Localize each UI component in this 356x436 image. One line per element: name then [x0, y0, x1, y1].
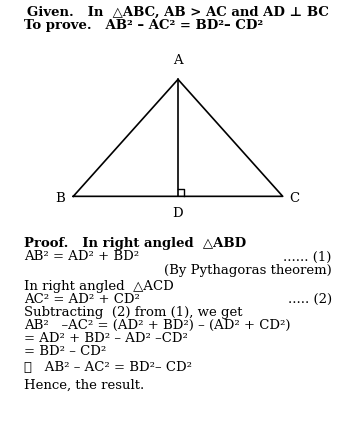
Text: AB²   –AC² = (AD² + BD²) – (AD² + CD²): AB² –AC² = (AD² + BD²) – (AD² + CD²) — [24, 319, 291, 332]
Text: ..... (2): ..... (2) — [288, 293, 332, 306]
Text: C: C — [289, 192, 299, 205]
Text: Proof.   In right angled  △ABD: Proof. In right angled △ABD — [24, 238, 246, 251]
Text: ∴   AB² – AC² = BD²– CD²: ∴ AB² – AC² = BD²– CD² — [24, 361, 192, 374]
Text: = BD² – CD²: = BD² – CD² — [24, 345, 106, 358]
Text: D: D — [173, 207, 183, 220]
Text: Subtracting  (2) from (1), we get: Subtracting (2) from (1), we get — [24, 306, 243, 319]
Text: (By Pythagoras theorem): (By Pythagoras theorem) — [164, 264, 332, 277]
Text: B: B — [55, 192, 65, 205]
Text: = AD² + BD² – AD² –CD²: = AD² + BD² – AD² –CD² — [24, 332, 188, 345]
Text: ...... (1): ...... (1) — [283, 251, 332, 263]
Text: A: A — [173, 54, 183, 67]
Text: AC² = AD² + CD²: AC² = AD² + CD² — [24, 293, 140, 306]
Text: To prove.   AB² – AC² = BD²– CD²: To prove. AB² – AC² = BD²– CD² — [24, 19, 263, 32]
Text: In right angled  △ACD: In right angled △ACD — [24, 280, 174, 293]
Text: Hence, the result.: Hence, the result. — [24, 378, 145, 391]
Text: Given.   In  △ABC, AB > AC and AD ⊥ BC: Given. In △ABC, AB > AC and AD ⊥ BC — [27, 6, 329, 19]
Text: AB² = AD² + BD²: AB² = AD² + BD² — [24, 251, 139, 263]
